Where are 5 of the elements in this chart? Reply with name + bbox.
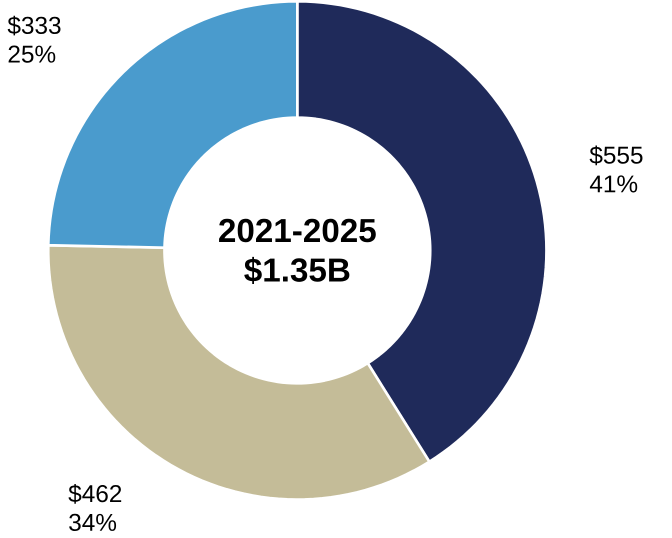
text: 2021-2025 — [219, 218, 376, 242]
data-label: $555 41% — [590, 145, 642, 192]
data-label: $333 25% — [8, 16, 60, 63]
text: $1.35B — [244, 256, 350, 284]
data-label: $462 34% — [68, 484, 122, 531]
